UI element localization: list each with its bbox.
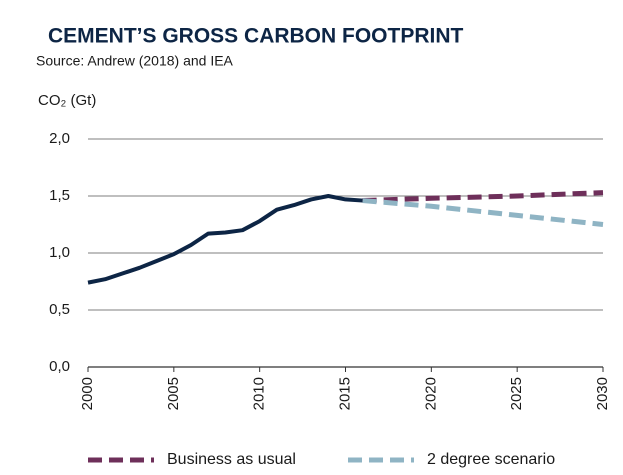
series-line [87, 194, 363, 285]
series-line [362, 198, 604, 227]
x-tick-label: 2010 [251, 377, 268, 410]
chart-subtitle: Source: Andrew (2018) and IEA [36, 53, 234, 69]
y-tick-label: 2,0 [49, 130, 70, 147]
legend-label: Business as usual [167, 451, 296, 468]
x-tick-label: 2020 [422, 377, 439, 410]
x-tick-label: 2005 [165, 377, 182, 410]
legend-label: 2 degree scenario [427, 451, 555, 468]
x-tick-label: 2030 [594, 377, 611, 410]
y-tick-label: 0,0 [49, 358, 70, 375]
chart-title: CEMENT’S GROSS CARBON FOOTPRINT [48, 25, 464, 48]
x-tick-label: 2025 [508, 377, 525, 410]
y-tick-label: 1,5 [49, 187, 70, 204]
y-tick-label: 1,0 [49, 244, 70, 261]
x-tick-label: 2000 [79, 377, 96, 410]
series-line [362, 190, 604, 204]
y-axis-label: CO₂ (Gt) [38, 92, 96, 109]
y-tick-label: 0,5 [49, 301, 70, 318]
x-tick-label: 2015 [336, 377, 353, 410]
